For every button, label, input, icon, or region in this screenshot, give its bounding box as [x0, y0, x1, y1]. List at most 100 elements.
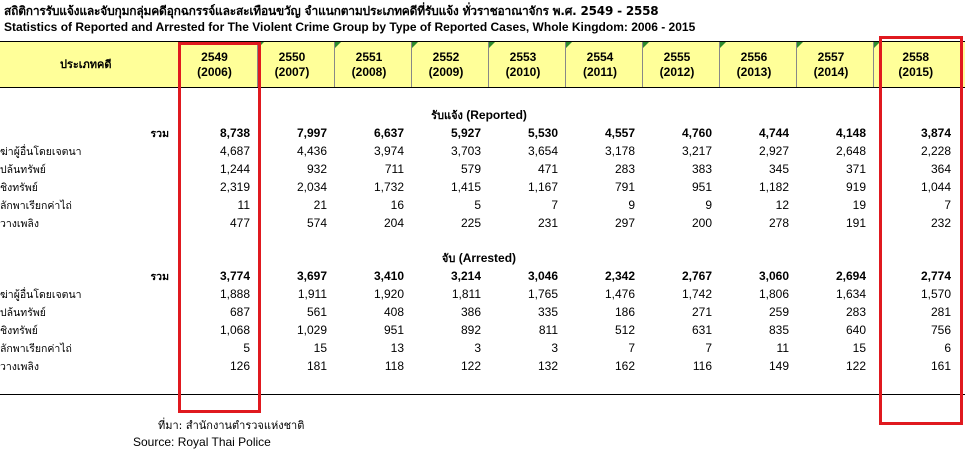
value-cell: 811	[538, 323, 558, 337]
value-cell: 186	[614, 305, 635, 319]
category-header: ประเภทคดี	[0, 41, 179, 88]
year-be: 2549	[201, 49, 228, 64]
year-header-2555: 2555 (2012)	[641, 41, 719, 88]
value-cell: 1,182	[758, 180, 789, 194]
year-ce: (2012)	[659, 64, 695, 79]
value-cell: 21	[313, 198, 327, 212]
table-row: วางเพลิง 477 574 204 225 231 297 200 278 191 232	[0, 214, 965, 232]
value-cell: 2,648	[835, 144, 866, 158]
category-cell: ฆ่าผู้อื่นโดยเจตนา	[0, 145, 82, 158]
value-cell: 6	[944, 341, 951, 355]
value-cell: 3,654	[527, 144, 558, 158]
value-cell: 1,888	[219, 287, 250, 301]
table-row: ลักพาเรียกค่าไถ่ 5 15 13 3 3 7 7 11 15 6	[0, 339, 965, 357]
value-cell: 225	[460, 216, 481, 230]
value-cell: 2,034	[296, 180, 327, 194]
value-cell: 5	[243, 341, 250, 355]
value-cell: 7	[551, 198, 558, 212]
value-cell: 561	[306, 305, 327, 319]
category-cell: ฆ่าผู้อื่นโดยเจตนา	[0, 288, 82, 301]
source-english: Source: Royal Thai Police	[133, 435, 271, 449]
value-cell: 477	[229, 216, 250, 230]
section-label-row: จับ (Arrested)	[0, 249, 965, 267]
statistics-table: ประเภทคดี 2549 (2006) 2550 (2007) 2551 (2008)…	[0, 41, 965, 375]
year-header-2557: 2557 (2014)	[795, 41, 873, 88]
highlight-box-2549	[178, 42, 261, 413]
year-header-2553: 2553 (2010)	[487, 41, 565, 88]
year-header-2551: 2551 (2008)	[333, 41, 411, 88]
year-ce: (2007)	[274, 64, 310, 79]
table-row: รวม 8,738 7,997 6,637 5,927 5,530 4,557 4,760 4,…	[0, 124, 965, 142]
category-cell: ปล้นทรัพย์	[0, 163, 46, 176]
value-cell: 15	[852, 341, 866, 355]
table-row: ชิงทรัพย์ 2,319 2,034 1,732 1,415 1,167 791 951…	[0, 178, 965, 196]
value-cell: 951	[383, 323, 404, 337]
value-cell: 118	[384, 359, 404, 373]
spacer-row	[0, 232, 965, 249]
section-label: จับ (Arrested)	[0, 249, 965, 267]
value-cell: 371	[845, 162, 866, 176]
section-label-thai: รับแจ้ง	[431, 109, 463, 122]
year-ce: (2015)	[898, 64, 934, 79]
table-row: ลักพาเรียกค่าไถ่ 11 21 16 5 7 9 9 12 19 7	[0, 196, 965, 214]
value-cell: 4,557	[604, 126, 635, 140]
value-cell: 3,217	[681, 144, 712, 158]
value-cell: 200	[691, 216, 712, 230]
value-cell: 386	[460, 305, 481, 319]
value-cell: 16	[390, 198, 404, 212]
title-thai: สถิติการรับแจ้งและจับกุมกลุ่มคดีอุกฉกรรจ…	[4, 4, 659, 18]
value-cell: 711	[384, 162, 404, 176]
value-cell: 1,029	[296, 323, 327, 337]
value-cell: 7	[705, 341, 712, 355]
value-cell: 204	[383, 216, 404, 230]
year-header-2554: 2554 (2011)	[564, 41, 642, 88]
table-row: ฆ่าผู้อื่นโดยเจตนา 1,888 1,911 1,920 1,811 1,…	[0, 285, 965, 303]
value-cell: 4,744	[758, 126, 789, 140]
table-bottom-rule	[0, 394, 965, 395]
year-be: 2558	[902, 49, 930, 64]
value-cell: 2,319	[219, 180, 250, 194]
value-cell: 232	[930, 216, 951, 230]
value-cell: 471	[537, 162, 558, 176]
value-cell: 2,774	[920, 269, 951, 283]
source-thai: ที่มา: สำนักงานตำรวจแห่งชาติ	[158, 419, 305, 432]
value-cell: 3,214	[450, 269, 481, 283]
value-cell: 574	[306, 216, 327, 230]
value-cell: 364	[930, 162, 951, 176]
category-cell: ปล้นทรัพย์	[0, 306, 46, 319]
value-cell: 161	[930, 359, 951, 373]
value-cell: 892	[460, 323, 481, 337]
value-cell: 3,774	[219, 269, 250, 283]
category-cell: รวม	[150, 127, 169, 140]
value-cell: 1,044	[920, 180, 951, 194]
value-cell: 8,738	[219, 126, 250, 140]
value-cell: 19	[852, 198, 866, 212]
table-row: ชิงทรัพย์ 1,068 1,029 951 892 811 512 631 835 640…	[0, 321, 965, 339]
value-cell: 191	[845, 216, 866, 230]
category-cell: ลักพาเรียกค่าไถ่	[0, 199, 72, 212]
value-cell: 15	[313, 341, 327, 355]
header-row: ประเภทคดี 2549 (2006) 2550 (2007) 2551 (2008)…	[0, 41, 965, 88]
value-cell: 835	[768, 323, 789, 337]
value-cell: 7	[944, 198, 951, 212]
value-cell: 3,410	[373, 269, 404, 283]
year-be: 2553	[509, 49, 537, 64]
value-cell: 3,046	[527, 269, 558, 283]
value-cell: 4,687	[219, 144, 250, 158]
table-row: ฆ่าผู้อื่นโดยเจตนา 4,687 4,436 3,974 3,703 3,…	[0, 142, 965, 160]
year-ce: (2008)	[351, 64, 387, 79]
value-cell: 2,767	[681, 269, 712, 283]
value-cell: 2,228	[920, 144, 951, 158]
value-cell: 11	[237, 198, 250, 212]
value-cell: 126	[229, 359, 250, 373]
year-ce: (2013)	[736, 64, 772, 79]
comment-marker-icon	[411, 42, 418, 48]
value-cell: 1,570	[920, 287, 951, 301]
comment-marker-icon	[796, 42, 803, 48]
value-cell: 5,530	[527, 126, 558, 140]
year-be: 2554	[586, 49, 614, 64]
year-header-2549: 2549 (2006)	[178, 41, 257, 88]
value-cell: 181	[306, 359, 327, 373]
value-cell: 631	[691, 323, 712, 337]
value-cell: 11	[776, 341, 789, 355]
